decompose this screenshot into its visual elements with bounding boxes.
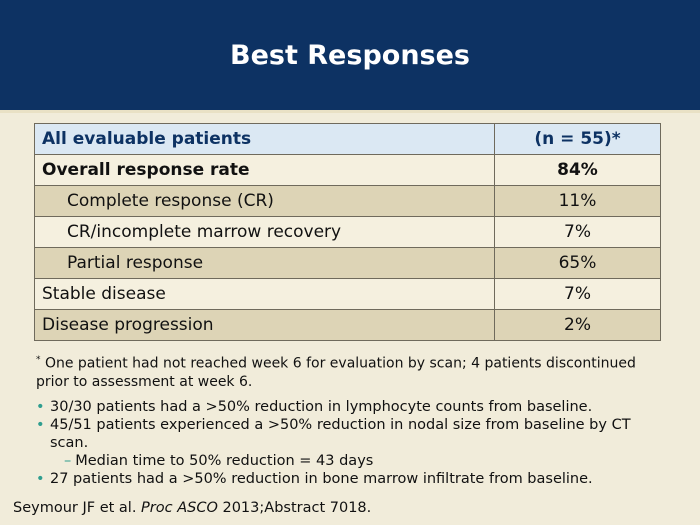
- row-value: 65%: [494, 247, 661, 279]
- row-value: 7%: [494, 216, 661, 248]
- bullet-text: 30/30 patients had a >50% reduction in l…: [50, 399, 593, 415]
- row-value: 84%: [494, 154, 661, 186]
- citation-rest: 2013;Abstract 7018.: [222, 500, 372, 516]
- row-value: 7%: [494, 278, 661, 310]
- footnote-marker: *: [36, 355, 41, 365]
- table-header-row: All evaluable patients (n = 55)*: [34, 123, 661, 155]
- citation: Seymour JF et al. Proc ASCO 2013;Abstrac…: [13, 500, 371, 516]
- title-bar: Best Responses: [0, 0, 700, 110]
- row-label: Disease progression: [34, 309, 495, 341]
- response-table: All evaluable patients (n = 55)* Overall…: [34, 123, 661, 341]
- dash-icon: –: [64, 453, 72, 469]
- citation-journal: Proc ASCO: [141, 500, 218, 516]
- citation-authors: Seymour JF et al.: [13, 500, 137, 516]
- bullet-text: 27 patients had a >50% reduction in bone…: [50, 471, 593, 487]
- header-value: (n = 55)*: [494, 123, 661, 155]
- bullet-text: Median time to 50% reduction = 43 days: [75, 453, 374, 469]
- table-footnote: * One patient had not reached week 6 for…: [36, 351, 636, 391]
- list-item: 45/51 patients experienced a >50% reduct…: [36, 416, 666, 452]
- row-value: 2%: [494, 309, 661, 341]
- header-label: All evaluable patients: [34, 123, 495, 155]
- table-row: Overall response rate 84%: [34, 154, 661, 186]
- title-divider: [0, 110, 700, 113]
- row-label: Overall response rate: [34, 154, 495, 186]
- row-label: Complete response (CR): [34, 185, 495, 217]
- table-row: CR/incomplete marrow recovery 7%: [34, 216, 661, 248]
- list-item: 30/30 patients had a >50% reduction in l…: [36, 398, 666, 416]
- row-value: 11%: [494, 185, 661, 217]
- findings-list: 30/30 patients had a >50% reduction in l…: [36, 398, 666, 488]
- slide-title: Best Responses: [230, 40, 470, 71]
- table-row: Partial response 65%: [34, 247, 661, 279]
- list-item: 27 patients had a >50% reduction in bone…: [36, 470, 666, 488]
- bullet-text: 45/51 patients experienced a >50% reduct…: [50, 417, 631, 451]
- row-label: Stable disease: [34, 278, 495, 310]
- table-row: Disease progression 2%: [34, 309, 661, 341]
- table-row: Stable disease 7%: [34, 278, 661, 310]
- list-item-sub: – Median time to 50% reduction = 43 days: [36, 452, 666, 470]
- row-label: Partial response: [34, 247, 495, 279]
- table-row: Complete response (CR) 11%: [34, 185, 661, 217]
- row-label: CR/incomplete marrow recovery: [34, 216, 495, 248]
- footnote-text: One patient had not reached week 6 for e…: [36, 355, 636, 390]
